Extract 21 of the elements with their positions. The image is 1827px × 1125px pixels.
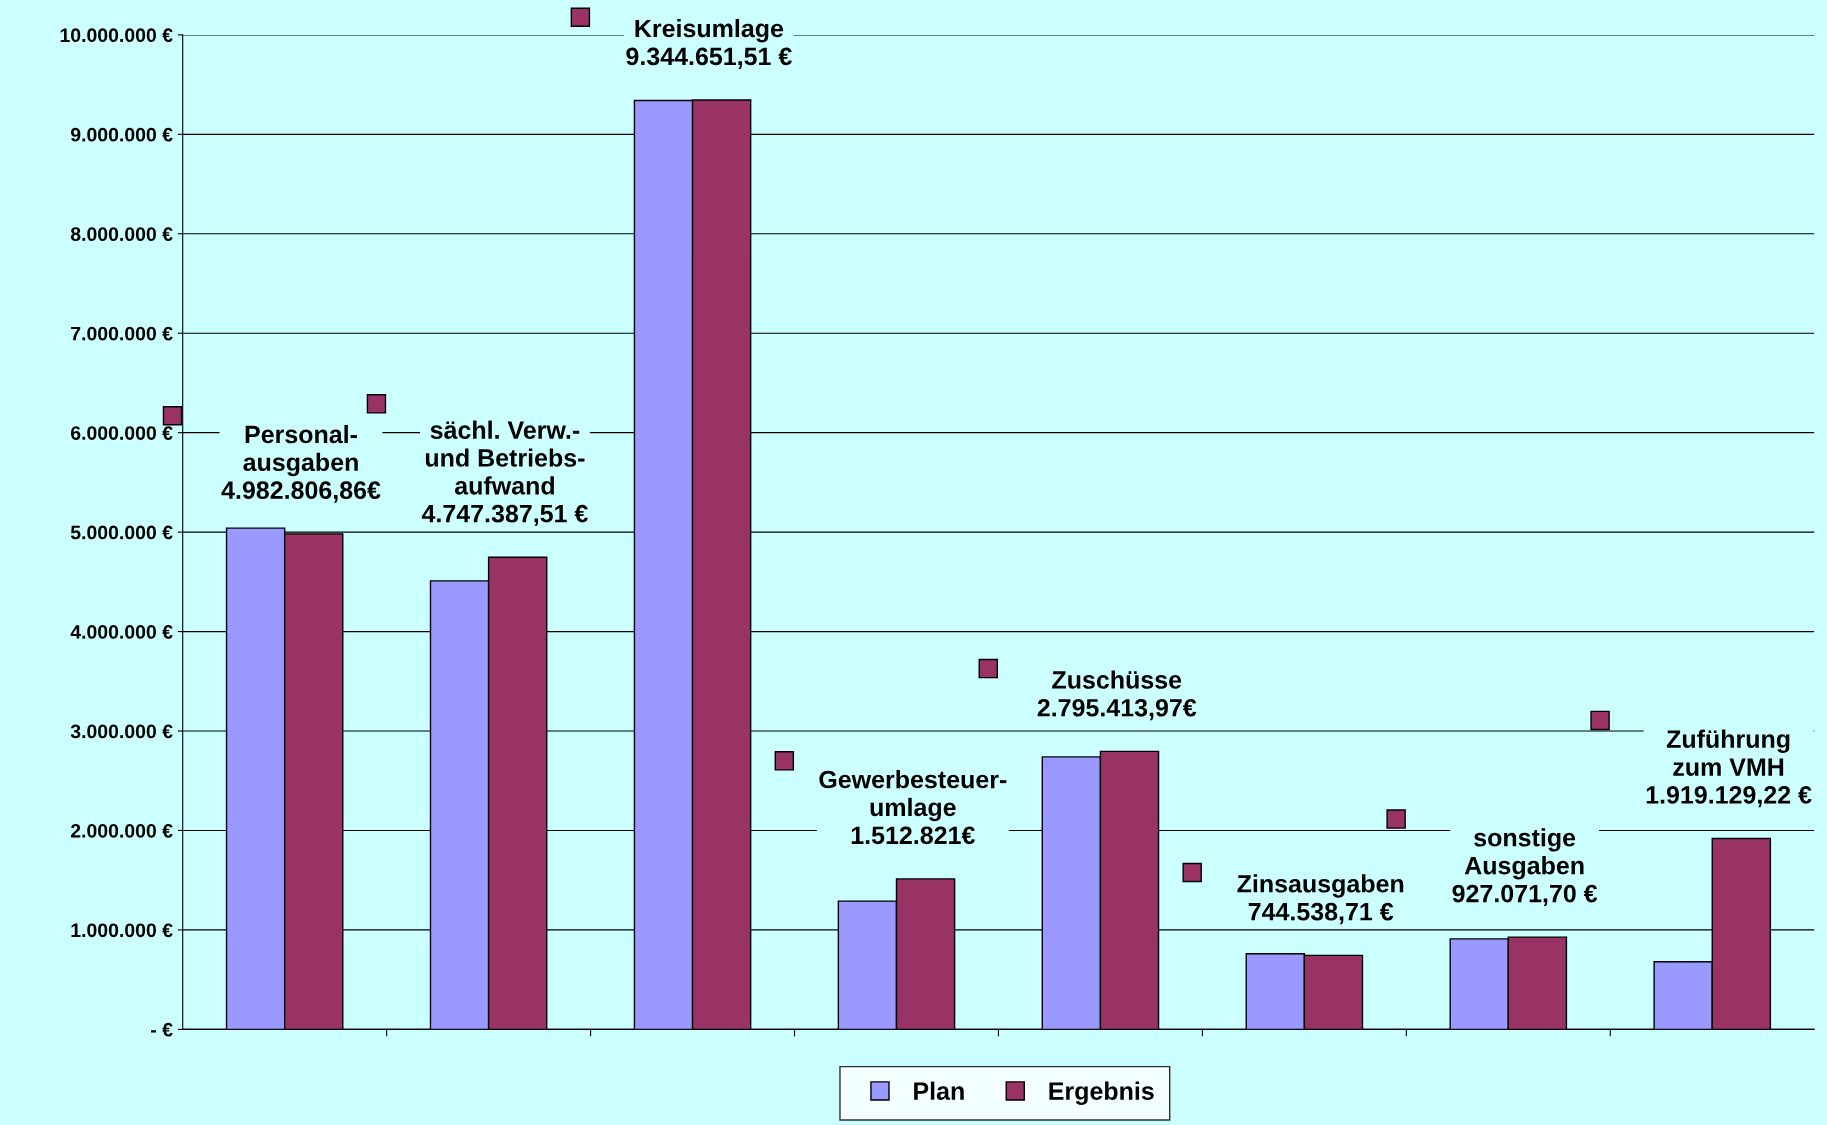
y-tick-label: 6.000.000 € — [70, 426, 173, 440]
annotation: Zuschüsse 2.795.413,97€ — [1037, 670, 1197, 721]
y-tick-label: 5.000.000 € — [70, 525, 173, 540]
annotation: sächl. Verw.- und Betriebs- aufwand 4.747.387,51 € — [421, 420, 588, 527]
y-tick-label: 1.000.000 € — [71, 923, 173, 938]
annotation: sonstige Ausgaben 927.071,70 € — [1452, 828, 1598, 907]
legend-label: Plan — [914, 1081, 964, 1100]
y-tick-label: 8.000.000 € — [70, 227, 173, 242]
y-tick-label: 2.000.000 € — [70, 823, 173, 838]
legend-label: Ergebnis — [1049, 1081, 1154, 1105]
y-tick-label: 4.000.000 € — [70, 625, 173, 639]
y-tick-label: - € — [151, 1022, 173, 1037]
annotation: Gewerbesteuer- umlage 1.512.821€ — [819, 770, 1007, 845]
annotation: Zuführung zum VMH 1.919.129,22 € — [1646, 729, 1812, 808]
annotation: Zinsausgaben 744.538,71 € — [1237, 874, 1404, 925]
y-tick-label: 10.000.000 € — [60, 28, 173, 43]
y-tick-label: 3.000.000 € — [70, 724, 173, 739]
annotation: Personal- ausgaben 4.982.806,86€ — [221, 424, 381, 503]
y-tick-label: 7.000.000 € — [71, 326, 173, 341]
y-tick-label: 9.000.000 € — [70, 127, 173, 142]
annotation: Kreisumlage 9.344.651,51 € — [626, 18, 792, 69]
